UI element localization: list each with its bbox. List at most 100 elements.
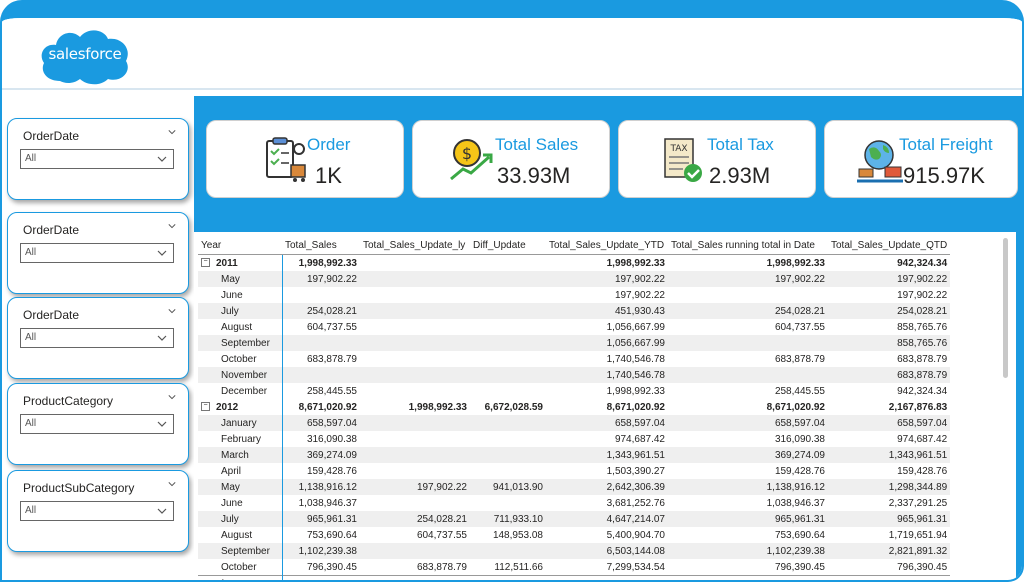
table-cell	[360, 543, 470, 559]
slicer-selected-value: All	[25, 505, 37, 516]
table-row-year: −2012 8,671,020.92 1,998,992.33 6,672,028.5…	[198, 399, 950, 415]
slicer-orderdate-2[interactable]: OrderDate All	[7, 297, 189, 379]
card-total-tax-title: Total Tax	[707, 135, 774, 154]
table-cell: 254,028.21	[282, 303, 360, 319]
chevron-down-icon[interactable]	[168, 222, 176, 230]
year-label: 2012	[216, 401, 239, 413]
global-freight-icon	[857, 140, 903, 183]
column-header-total-sales[interactable]: Total_Sales	[282, 236, 360, 255]
table-cell: 753,690.64	[774, 529, 825, 541]
table-cell: 1,343,961.51	[546, 447, 668, 463]
row-label-month: August	[198, 527, 283, 543]
column-header-diff-update[interactable]: Diff_Update	[470, 236, 546, 255]
table-cell: 159,428.76	[774, 465, 825, 477]
slicer-dropdown[interactable]: All	[20, 243, 174, 263]
row-label-month: April	[198, 463, 283, 479]
slicer-dropdown[interactable]: All	[20, 149, 174, 169]
table-cell-total: 33,933,558.17	[282, 575, 360, 580]
table-row: December 258,445.55 1,998,992.33 258,445.55…	[198, 383, 950, 399]
slicer-dropdown[interactable]: All	[20, 501, 174, 521]
table-cell-total: 0.00	[470, 575, 546, 580]
table-cell: 1,503,390.27	[606, 465, 665, 477]
slicer-dropdown[interactable]: All	[20, 414, 174, 434]
table-cell: 197,902.22	[360, 479, 470, 495]
table-cell: 796,390.45	[774, 561, 825, 573]
table-cell: 965,961.31	[282, 511, 360, 527]
table-cell: 254,028.21	[360, 511, 470, 527]
table-cell: 683,878.79	[774, 353, 825, 365]
table-cell: 683,878.79	[306, 353, 357, 365]
table-cell: 1,056,667.99	[546, 335, 668, 351]
collapse-icon[interactable]: −	[201, 402, 210, 412]
slicer-productsubcategory-4[interactable]: ProductSubCategory All	[7, 470, 189, 552]
card-total-freight-value: 915.97K	[903, 163, 985, 188]
chevron-down-icon[interactable]	[168, 128, 176, 136]
table-cell	[360, 303, 470, 319]
table-cell	[470, 463, 546, 479]
slicer-productcategory-3[interactable]: ProductCategory All	[7, 383, 189, 465]
table-cell: 2,821,891.32	[828, 543, 951, 559]
tax-document-icon: TAX	[664, 138, 702, 182]
slicer-dropdown[interactable]: All	[20, 328, 174, 348]
column-header-running-total[interactable]: Total_Sales running total in Date	[668, 236, 828, 255]
table-cell: 658,597.04	[546, 415, 668, 431]
table-cell	[470, 383, 546, 399]
row-label-year[interactable]: −2011	[198, 254, 283, 271]
table-cell: 258,445.55	[774, 385, 825, 397]
slicer-orderdate-0[interactable]: OrderDate All	[7, 118, 189, 200]
table-cell: 604,737.55	[306, 321, 357, 333]
table-cell: 1,719,651.94	[888, 529, 948, 541]
table-cell: 8,671,020.92	[298, 401, 357, 413]
month-label: May	[221, 273, 240, 285]
table-body: −2011 1,998,992.33 1,998,992.33 1,998,992.3…	[198, 254, 951, 580]
column-header-year[interactable]: Year	[198, 236, 282, 255]
row-label-year[interactable]: −2012	[198, 399, 283, 415]
chevron-down-icon[interactable]	[168, 480, 176, 488]
month-label: May	[221, 481, 240, 493]
table-cell	[470, 271, 546, 287]
column-header-total-sales-update-qtd[interactable]: Total_Sales_Update_QTD	[828, 236, 951, 255]
table-cell: 6,503,144.08	[546, 543, 668, 559]
table-cell	[360, 383, 470, 399]
table-cell	[470, 351, 546, 367]
table-cell: 683,878.79	[828, 367, 951, 383]
table-row: July 254,028.21 451,930.43 254,028.21 254,02…	[198, 303, 951, 319]
table-cell	[360, 271, 470, 287]
table-cell	[470, 303, 546, 319]
salesforce-logo: salesforce	[38, 23, 132, 89]
table-cell: 451,930.43	[546, 303, 668, 319]
card-order-value: 1K	[315, 163, 342, 188]
chevron-down-icon	[157, 421, 167, 427]
month-label: January	[221, 417, 257, 429]
row-label-month: May	[198, 479, 283, 495]
month-label: November	[221, 369, 268, 381]
month-label: December	[221, 385, 268, 397]
table-cell: 1,998,992.33	[408, 401, 467, 413]
table-cell	[470, 415, 546, 431]
table-cell: 658,597.04	[668, 415, 828, 431]
table-row: June 197,902.22 197,902.22	[198, 287, 950, 303]
month-label: July	[221, 305, 239, 317]
chevron-down-icon[interactable]	[168, 307, 176, 315]
row-label-month: June	[198, 287, 283, 303]
table-row: August 604,737.55 1,056,667.99 604,737.55 85…	[198, 319, 950, 335]
table-cell: 254,028.21	[828, 303, 951, 319]
slicer-selected-value: All	[25, 247, 37, 258]
table-cell: 796,390.45	[306, 561, 357, 573]
month-label: April	[221, 465, 242, 477]
column-header-total-sales-update-ytd[interactable]: Total_Sales_Update_YTD	[546, 236, 668, 255]
table-cell: 7,299,534.54	[606, 561, 665, 573]
table-cell: 2,337,291.25	[888, 497, 948, 509]
slicer-orderdate-1[interactable]: OrderDate All	[7, 212, 189, 294]
column-header-total-sales-update-ly[interactable]: Total_Sales_Update_ly	[360, 236, 470, 255]
vertical-scrollbar[interactable]	[1003, 238, 1008, 378]
table-cell: 8,671,020.92	[606, 401, 665, 413]
month-label: July	[221, 513, 239, 525]
collapse-icon[interactable]: −	[201, 258, 210, 268]
row-label-month: July	[198, 303, 283, 319]
table-cell: 796,390.45	[897, 561, 948, 573]
month-label: August	[221, 529, 253, 541]
table-cell: 1,998,992.33	[606, 257, 665, 269]
logo-text: salesforce	[48, 45, 122, 63]
chevron-down-icon[interactable]	[168, 393, 176, 401]
